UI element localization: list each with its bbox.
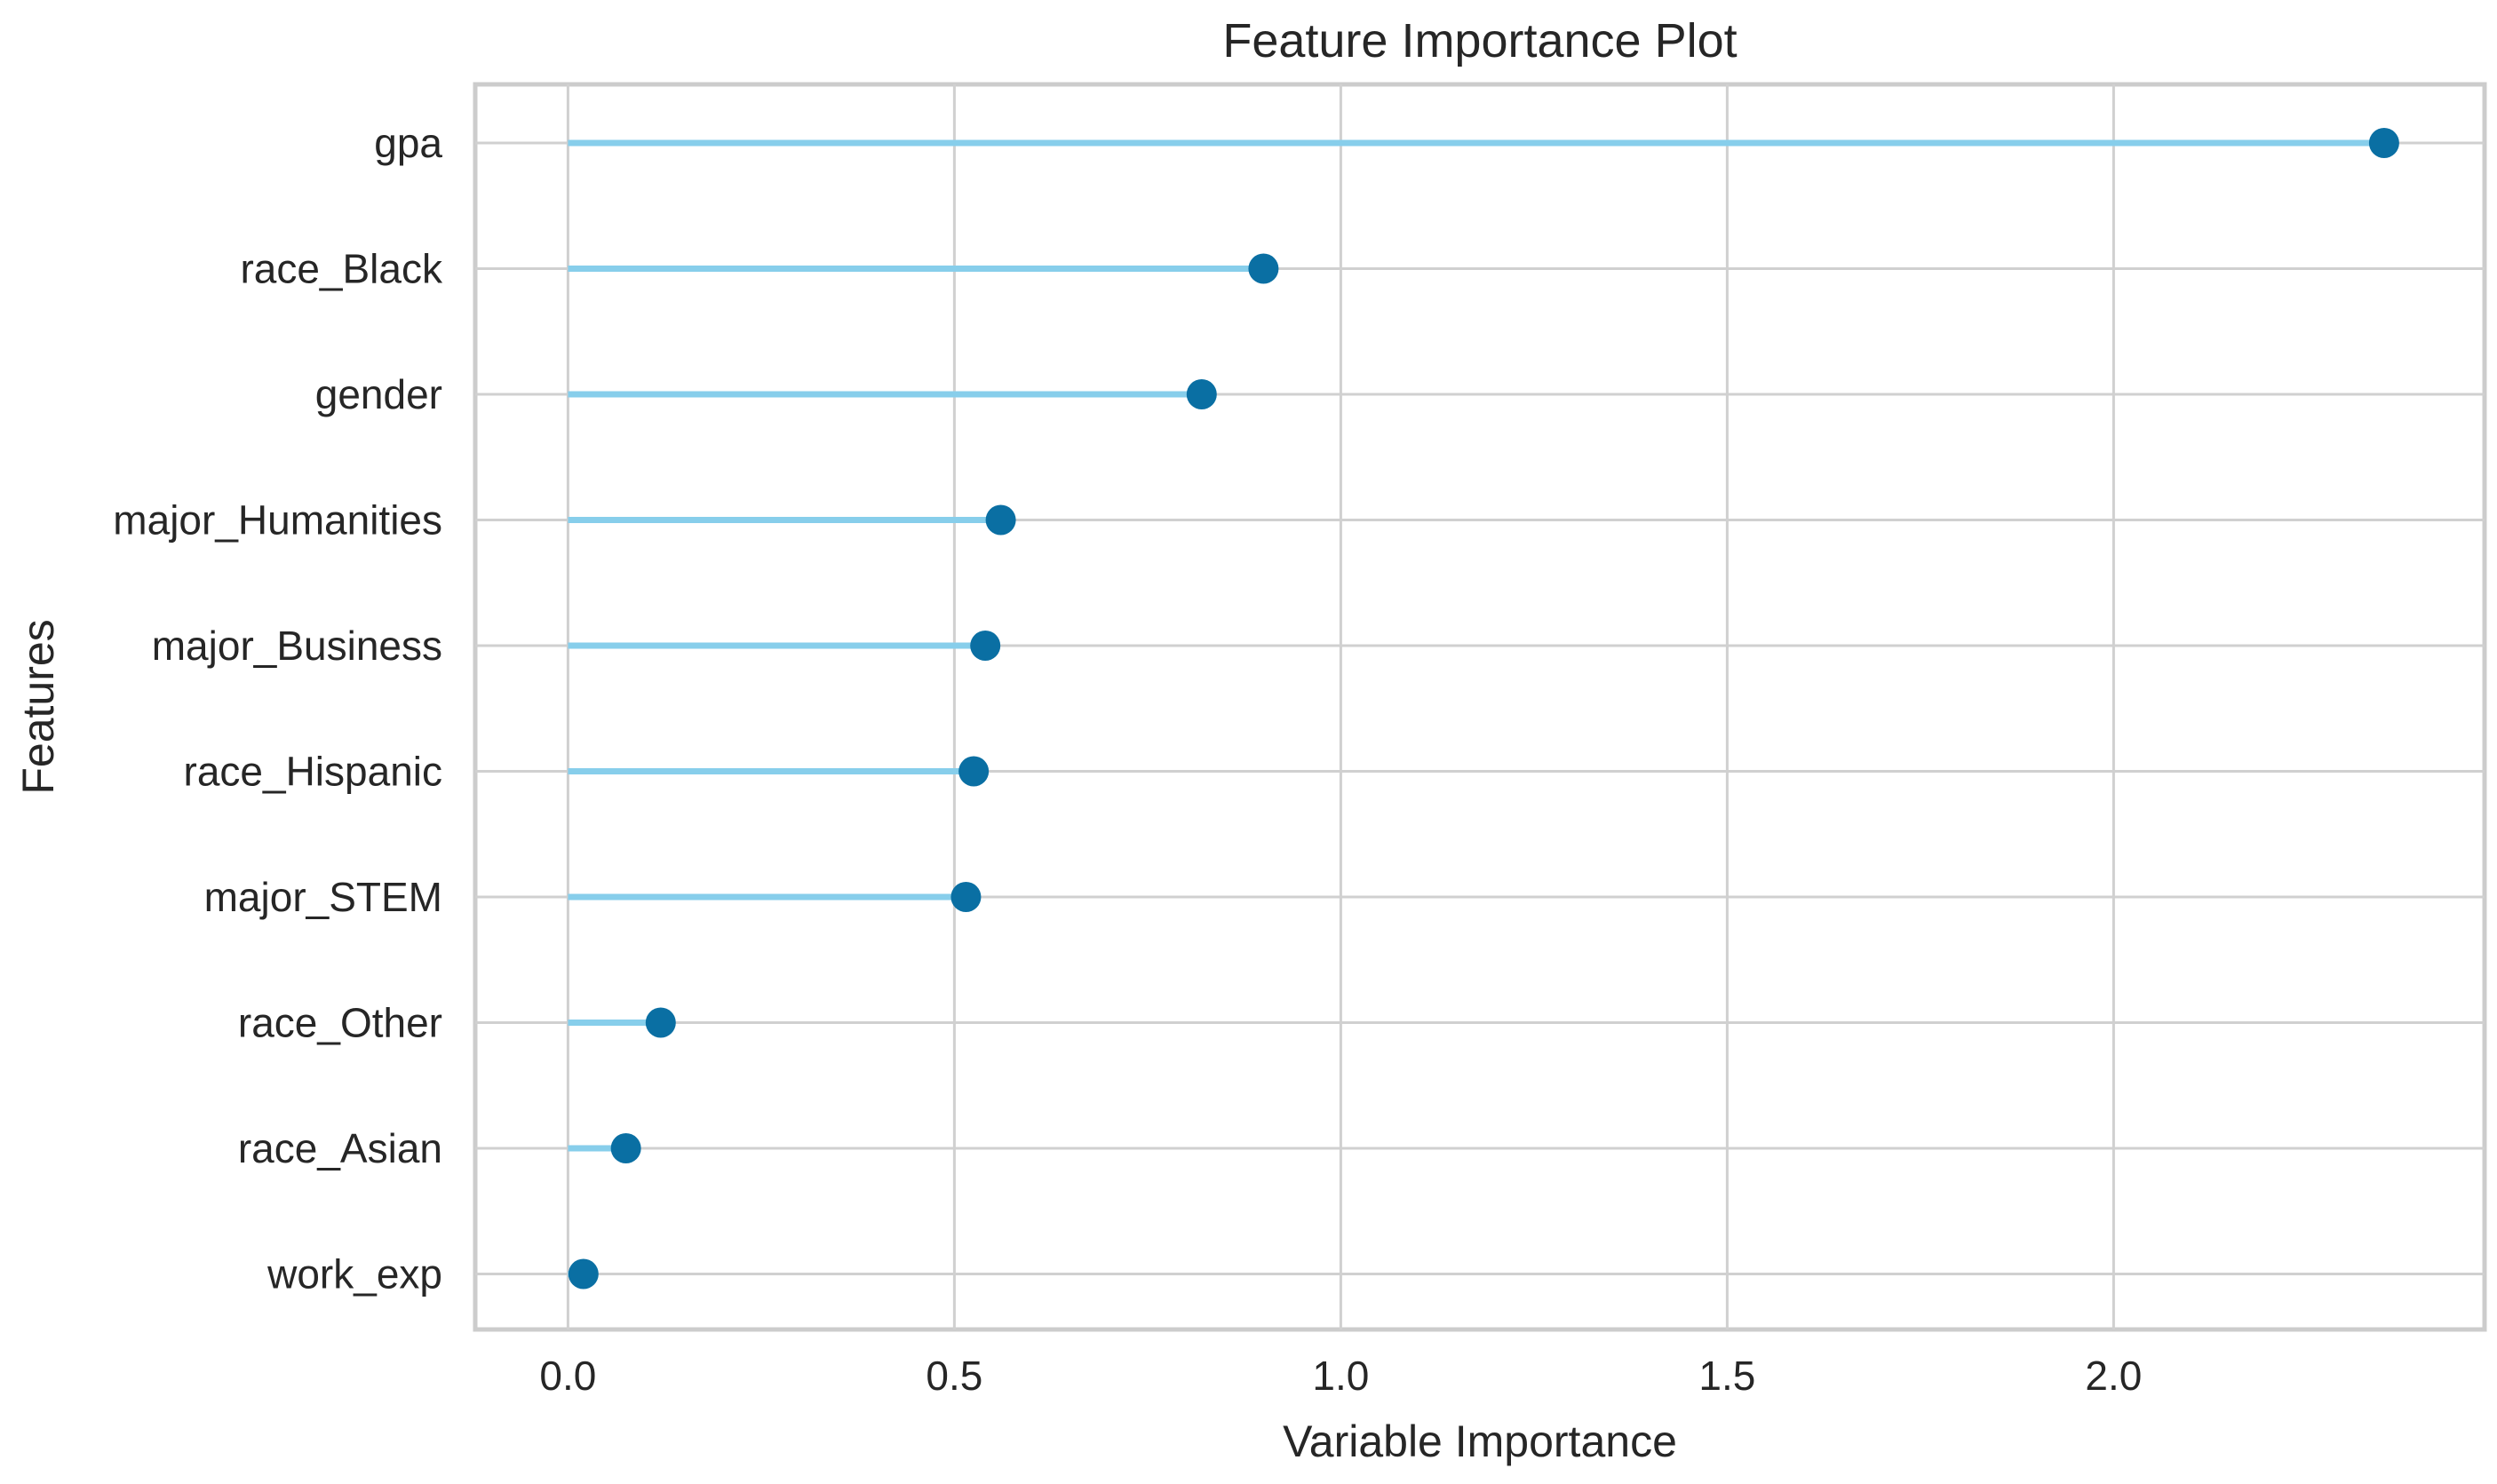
y-tick-label: work_exp [266, 1251, 442, 1298]
x-tick-label: 1.0 [1312, 1353, 1369, 1399]
chart-title: Feature Importance Plot [1222, 14, 1737, 67]
data-point [958, 756, 990, 787]
plot-frame [473, 82, 2487, 1332]
data-point [645, 1007, 676, 1038]
y-tick-label: race_Black [240, 246, 443, 292]
x-axis-label: Variable Importance [1283, 1417, 1677, 1466]
marks-layer [568, 128, 2399, 1290]
y-tick-label: major_Business [152, 623, 442, 669]
data-point [610, 1133, 641, 1163]
x-tick-label: 1.5 [1698, 1353, 1755, 1399]
y-tick-label: major_STEM [204, 874, 442, 920]
x-tick-label: 2.0 [2085, 1353, 2142, 1399]
y-tick-label: race_Other [238, 1000, 442, 1046]
data-point [568, 1258, 599, 1290]
y-tick-label: major_Humanities [113, 497, 442, 544]
data-point [2368, 128, 2399, 158]
data-point [950, 882, 982, 912]
data-point [970, 631, 1001, 661]
y-tick-label: race_Asian [238, 1125, 442, 1171]
y-tick-label: gpa [374, 120, 442, 166]
x-tick-label: 0.5 [926, 1353, 982, 1399]
data-point [1248, 253, 1279, 284]
data-point [1186, 379, 1217, 409]
y-tick-label: race_Hispanic [184, 749, 442, 795]
data-point [985, 504, 1016, 536]
y-tick-label: gender [315, 371, 442, 417]
x-tick-label: 0.0 [539, 1353, 596, 1399]
y-axis-label: Features [13, 619, 63, 794]
